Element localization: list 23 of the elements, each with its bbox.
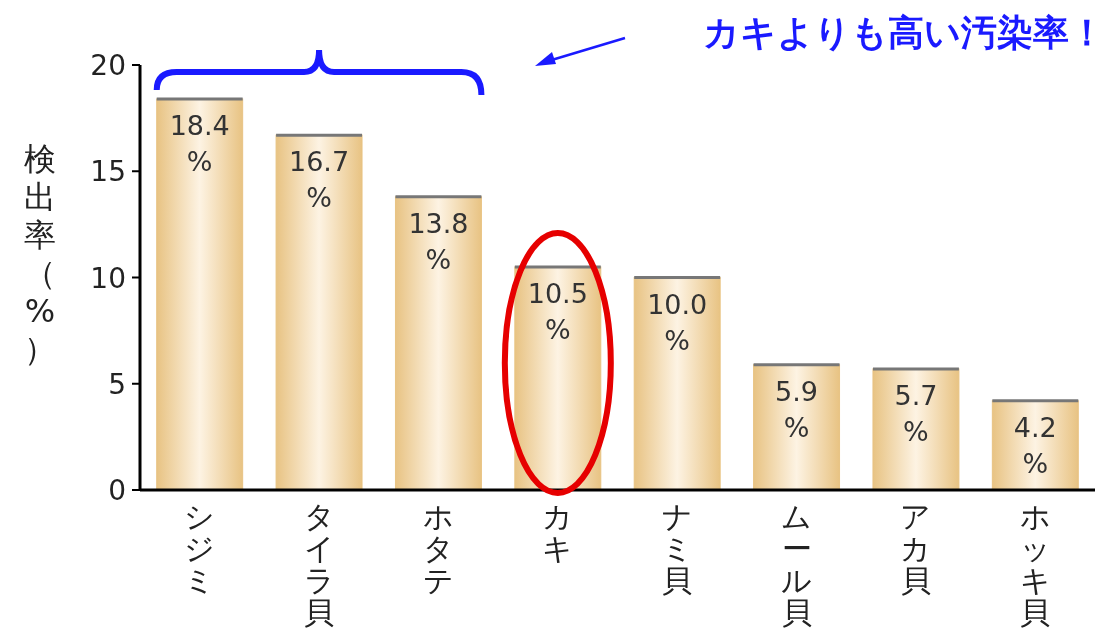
text: カキよりも高い汚染率！	[703, 12, 1105, 53]
data-label: 5.9 %	[775, 375, 819, 443]
x-tick-label: タイラ貝	[303, 499, 335, 628]
data-label: 10.0 %	[647, 288, 708, 356]
y-axis-title: 検出率（%）	[24, 140, 56, 368]
x-tick-label: ホッキ貝	[1019, 499, 1051, 628]
x-tick-label: カキ	[542, 499, 574, 566]
y-tick-label: 0	[108, 474, 126, 507]
data-label: 13.8 %	[408, 207, 469, 275]
data-label: 5.7 %	[894, 379, 938, 447]
data-label: 16.7 %	[289, 146, 350, 214]
y-tick-label: 15	[90, 155, 126, 189]
x-tick-label: アカ貝	[900, 499, 932, 598]
data-label: 18.4 %	[169, 110, 230, 177]
y-tick-label: 20	[90, 49, 126, 82]
data-label: 10.5 %	[527, 277, 588, 345]
x-tick-label: ホタテ	[422, 499, 454, 598]
x-tick-label: シジミ	[184, 499, 216, 598]
y-tick-label: 5	[108, 367, 126, 401]
x-tick-label: ムール貝	[781, 499, 813, 628]
data-label: 4.2 %	[1013, 411, 1057, 479]
x-tick-label: ナミ貝	[661, 499, 693, 598]
y-tick-label: 10	[90, 261, 126, 295]
